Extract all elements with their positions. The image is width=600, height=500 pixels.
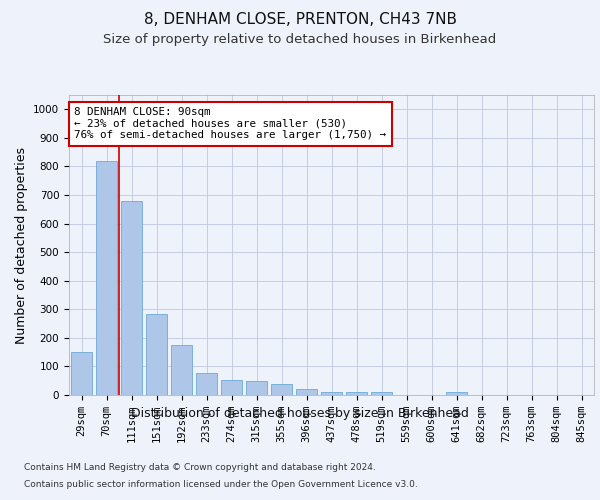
Y-axis label: Number of detached properties: Number of detached properties: [14, 146, 28, 344]
Bar: [196, 372, 217, 395]
Bar: [96, 160, 117, 395]
Bar: [321, 392, 342, 395]
Text: 8 DENHAM CLOSE: 90sqm
← 23% of detached houses are smaller (530)
76% of semi-det: 8 DENHAM CLOSE: 90sqm ← 23% of detached …: [74, 107, 386, 140]
Bar: [371, 392, 392, 395]
Bar: [271, 384, 292, 395]
Text: 8, DENHAM CLOSE, PRENTON, CH43 7NB: 8, DENHAM CLOSE, PRENTON, CH43 7NB: [143, 12, 457, 28]
Bar: [121, 200, 142, 395]
Bar: [221, 380, 242, 395]
Bar: [296, 388, 317, 395]
Bar: [171, 345, 192, 395]
Text: Size of property relative to detached houses in Birkenhead: Size of property relative to detached ho…: [103, 32, 497, 46]
Bar: [246, 380, 267, 395]
Bar: [71, 352, 92, 395]
Text: Contains HM Land Registry data © Crown copyright and database right 2024.: Contains HM Land Registry data © Crown c…: [24, 462, 376, 471]
Text: Distribution of detached houses by size in Birkenhead: Distribution of detached houses by size …: [131, 408, 469, 420]
Bar: [146, 314, 167, 395]
Text: Contains public sector information licensed under the Open Government Licence v3: Contains public sector information licen…: [24, 480, 418, 489]
Bar: [346, 392, 367, 395]
Bar: [446, 392, 467, 395]
